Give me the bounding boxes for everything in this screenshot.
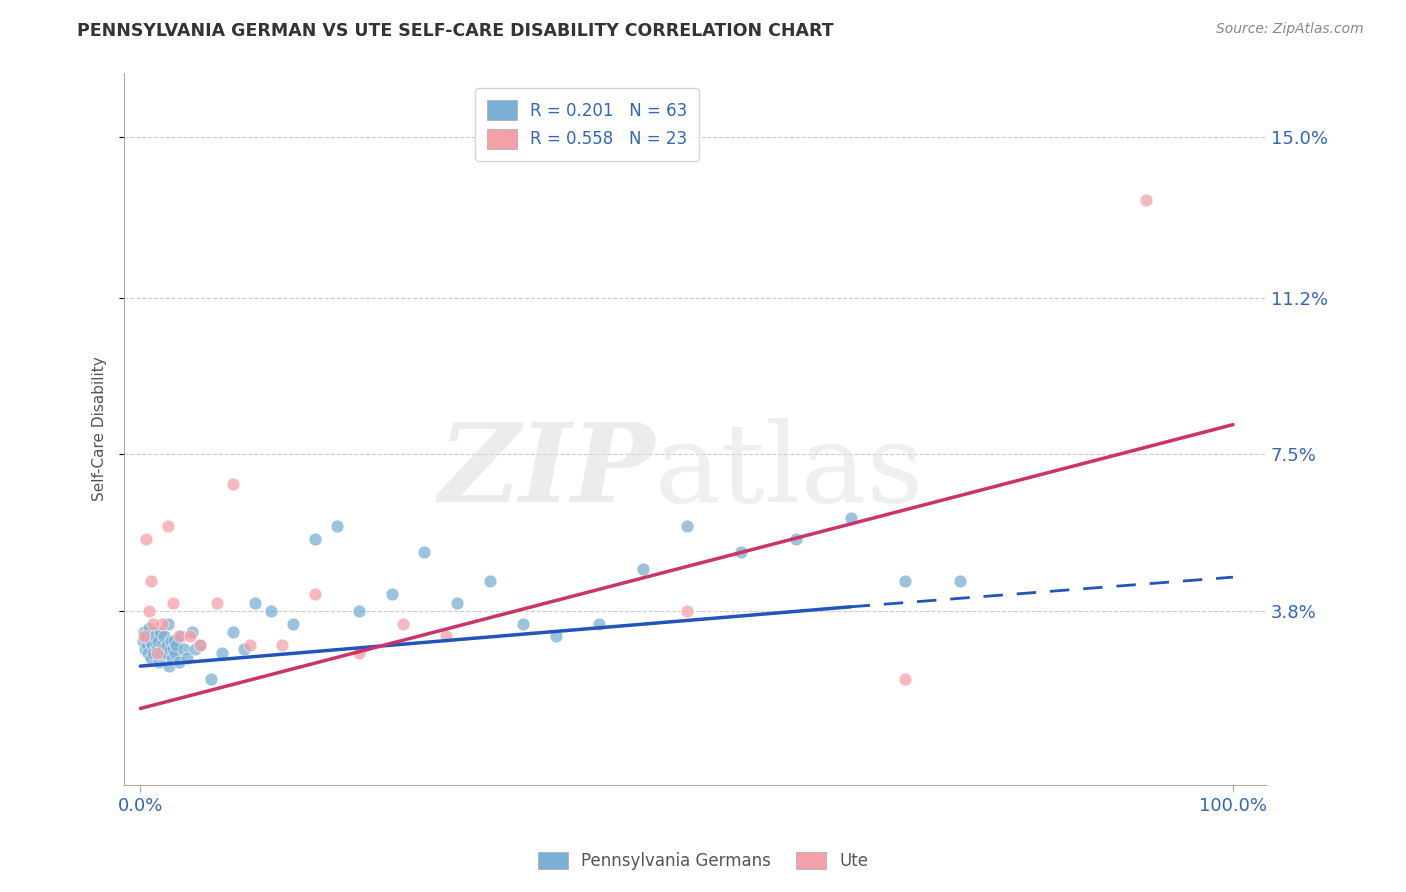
Point (142, 616, 165, 631)
Point (479, 574, 502, 589)
Point (141, 638, 163, 652)
Point (135, 630, 157, 644)
Point (141, 574, 163, 589)
Point (304, 587, 326, 601)
Point (326, 519, 349, 533)
Point (949, 574, 972, 589)
Point (233, 642, 256, 657)
Legend: Pennsylvania Germans, Ute: Pennsylvania Germans, Ute (531, 845, 875, 877)
Point (413, 545, 436, 559)
Point (132, 625, 155, 640)
Point (176, 650, 198, 665)
Point (243, 596, 266, 610)
Point (139, 633, 162, 648)
Point (512, 616, 534, 631)
Point (142, 647, 165, 661)
Point (146, 633, 169, 648)
Point (162, 642, 184, 657)
Text: ZIP: ZIP (439, 417, 655, 525)
Y-axis label: Self-Care Disability: Self-Care Disability (93, 357, 107, 501)
Point (894, 574, 917, 589)
Point (675, 519, 697, 533)
Point (143, 630, 166, 644)
Point (675, 604, 697, 618)
Point (165, 647, 187, 661)
Point (173, 642, 195, 657)
Point (167, 630, 190, 644)
Point (347, 647, 370, 661)
Point (146, 642, 169, 657)
Point (138, 621, 160, 635)
Point (160, 650, 183, 665)
Point (190, 638, 212, 652)
Point (184, 642, 207, 657)
Text: Source: ZipAtlas.com: Source: ZipAtlas.com (1216, 22, 1364, 37)
Point (391, 616, 413, 631)
Point (150, 647, 173, 661)
Point (222, 625, 245, 640)
Point (157, 659, 180, 673)
Point (167, 655, 190, 669)
Point (153, 630, 176, 644)
Point (156, 519, 179, 533)
Point (136, 647, 159, 661)
Point (152, 642, 174, 657)
Point (588, 616, 610, 631)
Point (138, 604, 160, 618)
Point (145, 638, 167, 652)
Point (146, 647, 169, 661)
Point (179, 630, 201, 644)
Point (347, 604, 370, 618)
Point (160, 633, 183, 648)
Point (135, 532, 157, 546)
Point (141, 650, 163, 665)
Point (239, 638, 262, 652)
Point (730, 545, 752, 559)
Point (631, 562, 654, 576)
Point (159, 642, 181, 657)
Point (446, 596, 468, 610)
Point (434, 630, 457, 644)
Point (136, 638, 159, 652)
Point (170, 630, 193, 644)
Legend: R = 0.201   N = 63, R = 0.558   N = 23: R = 0.201 N = 63, R = 0.558 N = 23 (475, 88, 699, 161)
Point (132, 630, 155, 644)
Point (260, 604, 283, 618)
Point (162, 596, 184, 610)
Point (155, 638, 177, 652)
Text: atlas: atlas (655, 418, 925, 525)
Point (839, 511, 862, 525)
Point (205, 596, 228, 610)
Point (155, 647, 177, 661)
Point (134, 642, 156, 657)
Point (381, 587, 404, 601)
Point (131, 633, 153, 648)
Point (271, 638, 294, 652)
Point (1135, 193, 1157, 207)
Point (544, 630, 567, 644)
Point (283, 616, 305, 631)
Point (148, 655, 170, 669)
Point (149, 625, 172, 640)
Point (211, 647, 233, 661)
Point (200, 672, 222, 686)
Point (165, 638, 187, 652)
Point (150, 616, 173, 631)
Point (180, 625, 202, 640)
Point (190, 638, 212, 652)
Point (785, 532, 807, 546)
Point (163, 633, 186, 648)
Point (894, 672, 917, 686)
Point (150, 638, 173, 652)
Point (156, 616, 179, 631)
Text: PENNSYLVANIA GERMAN VS UTE SELF-CARE DISABILITY CORRELATION CHART: PENNSYLVANIA GERMAN VS UTE SELF-CARE DIS… (77, 22, 834, 40)
Point (304, 532, 326, 546)
Point (222, 477, 245, 491)
